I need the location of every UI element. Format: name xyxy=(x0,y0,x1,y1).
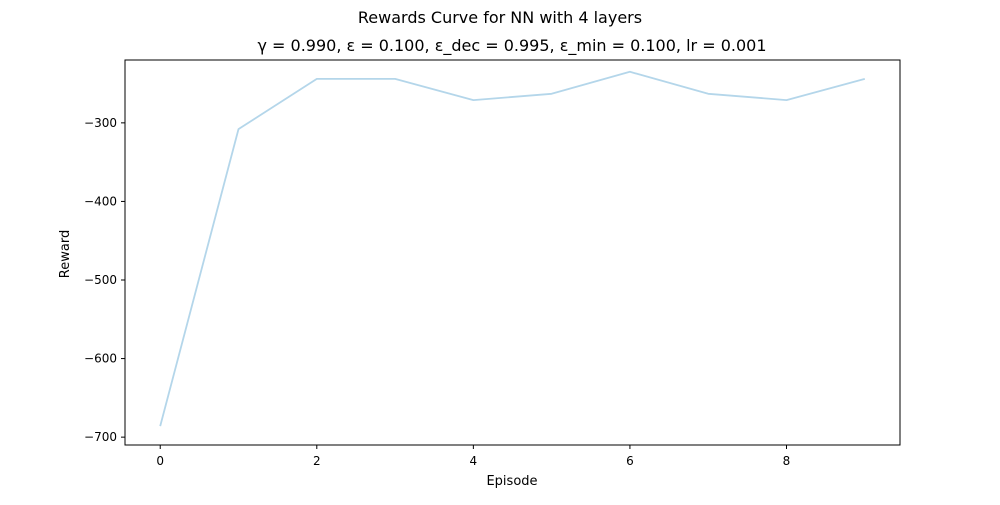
plot-area: 0 2 4 6 8 −700 −600 −500 −400 −300 xyxy=(84,59,901,468)
y-tick-label: −500 xyxy=(84,273,117,287)
y-tick-label: −600 xyxy=(84,352,117,366)
y-axis-label: Reward xyxy=(58,230,73,278)
chart-title: γ = 0.990, ε = 0.100, ε_dec = 0.995, ε_m… xyxy=(257,36,766,56)
y-tick-label: −300 xyxy=(84,116,117,130)
x-tick-label: 8 xyxy=(783,454,791,468)
plot-frame xyxy=(124,59,901,446)
y-tick-label: −400 xyxy=(84,194,117,208)
series-line-0 xyxy=(159,70,866,427)
chart-suptitle: Rewards Curve for NN with 4 layers xyxy=(358,8,642,27)
y-tick-label: −700 xyxy=(84,430,117,444)
x-tick-label: 2 xyxy=(313,454,321,468)
x-axis-label: Episode xyxy=(486,474,537,489)
x-tick-label: 6 xyxy=(626,454,634,468)
x-tick-label: 0 xyxy=(156,454,164,468)
x-tick-label: 4 xyxy=(470,454,478,468)
